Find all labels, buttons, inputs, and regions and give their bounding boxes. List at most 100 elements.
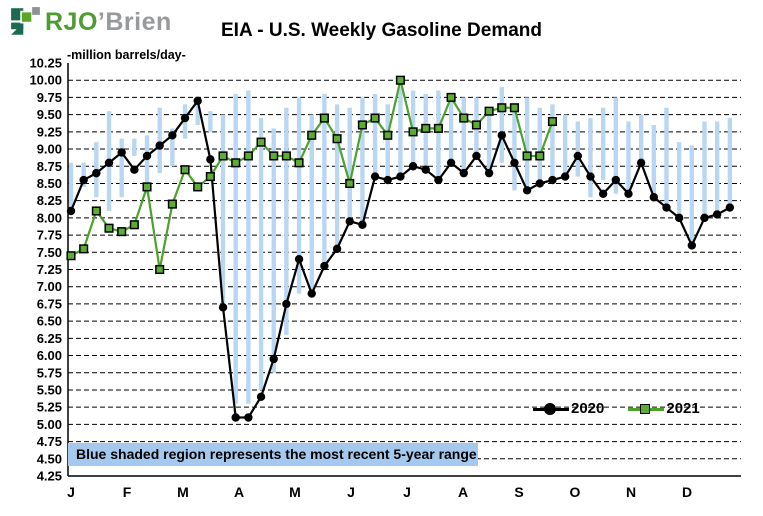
data-point-2020 [256,392,266,402]
range-bar [714,121,720,215]
y-tick-label: 6.00 [37,348,62,363]
y-tick-label: 5.00 [37,417,62,432]
y-tick-label: 6.75 [37,296,62,311]
data-point-2020 [92,168,101,178]
data-point-2021 [471,120,481,130]
data-point-2021 [79,244,89,254]
month-label: S [514,484,523,500]
range-bar [233,93,238,404]
y-tick-label: 7.00 [37,279,62,294]
month-label: O [570,484,581,500]
y-tick-label: 6.50 [37,314,62,329]
month-label: M [177,484,189,500]
y-tick-label: 6.25 [37,331,62,346]
logo-text-rjo: RJO [45,8,98,36]
data-point-2020 [218,303,228,312]
data-point-2021 [281,151,291,161]
data-point-2020 [573,151,582,161]
data-point-2021 [193,182,203,192]
legend-swatch-2020 [533,401,569,417]
data-point-2020 [636,158,646,168]
data-point-2020 [624,189,633,198]
range-bar [309,114,314,294]
data-point-2020 [674,213,684,223]
data-point-2020 [522,186,532,195]
data-point-2020 [535,179,544,188]
range-bar [499,87,504,163]
data-point-2020 [294,254,304,264]
range-bar [347,107,352,225]
data-point-2021 [104,223,114,233]
y-tick-label: 4.50 [37,451,62,466]
range-bar [157,107,162,174]
data-point-2020 [662,203,671,212]
range-bar [689,145,695,242]
data-point-2021 [535,151,545,161]
data-point-2020 [104,158,114,168]
data-point-2020 [193,96,202,106]
data-point-2020 [180,113,190,123]
data-point-2021 [547,116,558,127]
range-bar [334,104,340,253]
data-point-2020 [383,175,392,185]
data-point-2021 [129,220,139,230]
y-tick-label: 9.75 [37,90,62,105]
legend-item-2020: 2020 [533,400,604,417]
gridlines [68,79,741,460]
y-axis-labels: 10.25 10.00 9.75 9.50 9.25 9.00 8.75 8.50 8.25 8.… [29,56,62,484]
legend-item-2021: 2021 [628,400,700,417]
data-point-2021 [345,178,355,189]
data-point-2021 [522,151,532,161]
range-bar [144,135,150,194]
data-point-2021 [180,165,190,175]
series-2020 [66,96,735,422]
y-tick-label: 4.25 [37,469,62,484]
range-bar [588,118,593,198]
range-bar [360,97,365,225]
data-point-2020 [396,172,405,181]
y-tick-label: 7.75 [37,228,62,243]
range-bar [271,128,276,373]
data-point-2021 [408,127,418,137]
y-tick-label: 9.00 [37,142,62,157]
data-point-2020 [130,165,139,174]
data-point-2021 [484,106,494,116]
data-point-2021 [459,113,469,123]
range-bar [220,114,226,308]
data-point-2021 [357,120,367,130]
month-label: D [682,484,692,500]
data-point-2020 [79,175,88,185]
data-point-2020 [497,131,506,140]
data-point-2020 [611,175,621,185]
range-bar [638,114,644,163]
legend: 2020 2021 [533,400,700,417]
range-bar [512,107,517,191]
y-tick-label: 5.75 [37,365,62,380]
data-point-2020 [446,158,456,168]
legend-marker-circle-2020 [544,402,556,415]
range-bar [600,107,606,181]
y-axis-unit-label: -million barrels/day- [67,48,186,62]
range-bar [651,124,657,198]
range-bar [537,107,542,181]
series-2021 [66,75,558,275]
data-point-2020 [168,131,177,140]
legend-label-2020: 2020 [571,400,605,417]
month-label: N [626,484,636,500]
legend-label-2021: 2021 [666,400,700,417]
range-bar [195,100,200,125]
range-bar [258,118,264,390]
data-point-2021 [142,182,152,192]
range-bar [208,111,213,132]
y-tick-label: 5.50 [37,382,62,397]
data-point-2021 [155,264,165,275]
range-bar [322,93,327,267]
range-bar [119,138,124,198]
data-point-2020 [320,261,329,271]
y-tick-label: 8.00 [37,210,62,225]
range-bar [81,162,86,187]
y-tick-label: 7.50 [37,245,62,260]
data-point-2020 [700,213,709,223]
